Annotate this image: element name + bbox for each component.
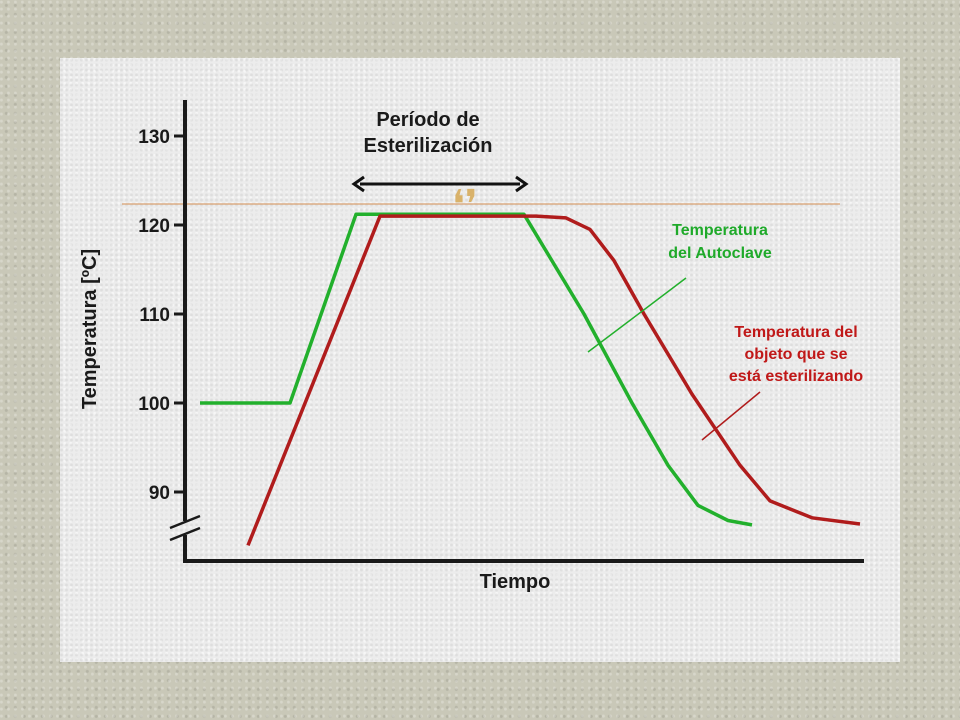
temperature-chart: ❛❜ 90 100 110 120 130 Temperatura [ºC] Tiemp… <box>79 100 864 593</box>
slide-panel: ❛❜ 90 100 110 120 130 Temperatura [ºC] Tiemp… <box>60 58 900 662</box>
y-axis <box>169 100 201 563</box>
y-tick-label: 130 <box>138 127 170 148</box>
period-arrow-head <box>515 175 529 193</box>
period-label-line-1: Período de <box>376 109 479 131</box>
leader-line-object <box>701 391 761 441</box>
label-object-line-3: está esterilizando <box>729 368 864 385</box>
period-double-arrow <box>351 175 529 193</box>
period-arrow-head <box>351 175 365 193</box>
label-autoclave-line-1: Temperatura <box>672 222 768 239</box>
label-autoclave-line-2: del Autoclave <box>668 245 772 262</box>
label-object-line-1: Temperatura del <box>734 324 857 341</box>
x-axis-label: Tiempo <box>480 571 551 593</box>
y-axis-label: Temperatura [ºC] <box>79 249 101 409</box>
series-line-autoclave <box>200 212 753 527</box>
leader-line-autoclave <box>587 277 687 353</box>
axis-break-mark <box>169 514 201 530</box>
axis-break-mark <box>169 526 201 542</box>
period-label-line-2: Esterilización <box>364 135 493 157</box>
y-tick-label: 110 <box>139 305 170 326</box>
y-tick-label: 120 <box>138 216 170 237</box>
decorative-glyph-icon: ❛❜ <box>452 182 478 228</box>
y-ticks: 90 100 110 120 130 <box>138 127 185 504</box>
series-line-object <box>246 214 861 547</box>
y-tick-label: 90 <box>149 483 170 504</box>
y-tick-label: 100 <box>138 394 170 415</box>
label-object-line-2: objeto que se <box>744 346 847 363</box>
